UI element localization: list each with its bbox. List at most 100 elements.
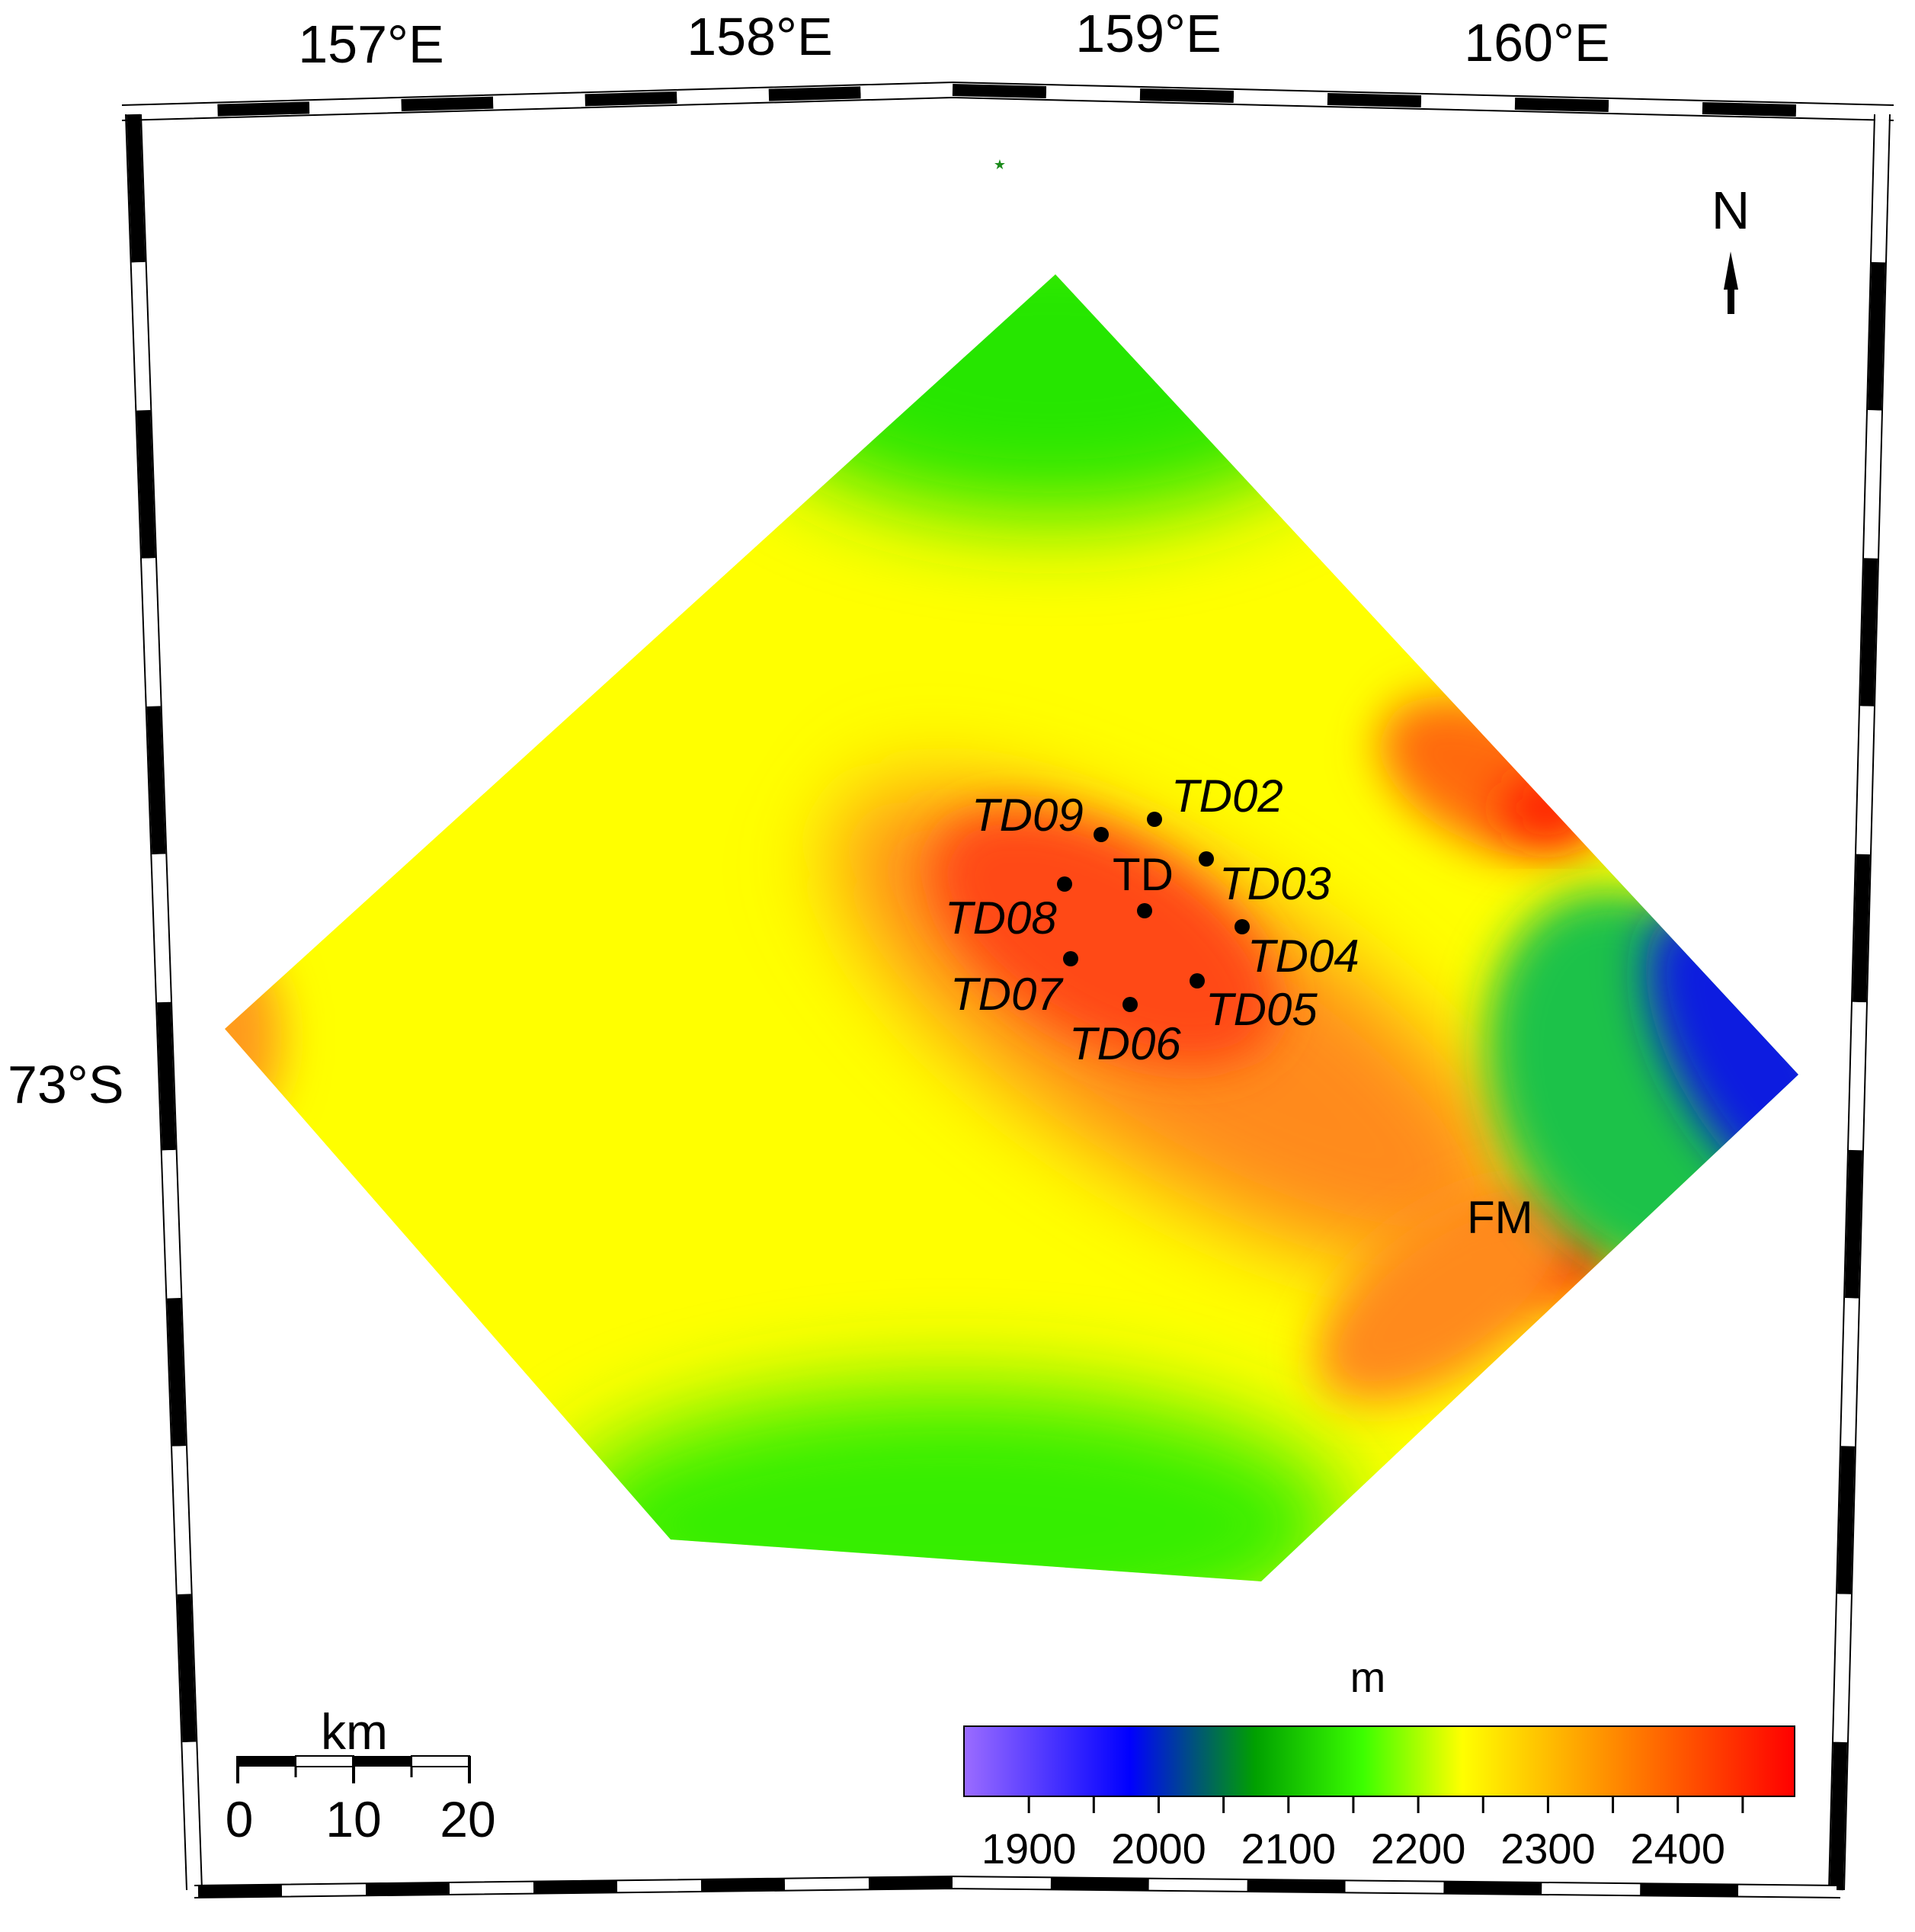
frame-outline — [121, 96, 1894, 121]
frame-tick-segment — [1856, 706, 1874, 855]
frame-tick-segment — [142, 558, 161, 706]
colorbar-tick-label: 2100 — [1241, 1825, 1336, 1873]
map-frame — [121, 81, 1894, 1898]
colorbar-ramp — [963, 1725, 1795, 1797]
frame-tick-segment — [1148, 1878, 1247, 1892]
station-marker — [1137, 903, 1152, 918]
frame-tick-segment — [1233, 91, 1328, 105]
station-marker — [1199, 851, 1214, 867]
frame-tick-segment — [1640, 1883, 1739, 1897]
frame-tick-segment — [217, 101, 310, 117]
stations: TD09 TD02 TD03 TD TD08 TD04 TD07 TD05 TD… — [945, 771, 1533, 1243]
northeast-red-spot — [1501, 777, 1593, 838]
station-marker — [1057, 876, 1072, 892]
frame-tick-segment — [533, 1880, 618, 1894]
frame-tick-segment — [677, 88, 770, 104]
frame-tick-segment — [146, 706, 166, 855]
frame-tick-segment — [768, 86, 861, 101]
station-label-td08: TD08 — [945, 892, 1057, 944]
frame-tick-segment — [1868, 261, 1885, 411]
station-label-td06: TD06 — [1069, 1018, 1181, 1069]
frame-tick-segment — [1795, 104, 1891, 119]
lon-label-157: 157°E — [298, 14, 444, 74]
frame-tick-segment — [1420, 95, 1516, 110]
frame-tick-segment — [584, 91, 677, 107]
station-label-td02: TD02 — [1171, 771, 1283, 822]
frame-tick-segment — [126, 114, 146, 263]
frame-tick-segment — [1864, 410, 1881, 559]
colorbar-tick-label: 2000 — [1111, 1825, 1206, 1873]
station-marker — [1190, 973, 1205, 988]
frame-outline — [1828, 114, 1875, 1891]
central-red-core — [932, 809, 1278, 1066]
frame-tick-segment — [868, 1876, 953, 1890]
north-green-zone — [732, 274, 1372, 518]
station-label-td09: TD09 — [972, 790, 1084, 841]
frame-outline — [194, 1887, 1841, 1898]
frame-tick-segment — [449, 1881, 534, 1895]
frame-tick-segment — [177, 1594, 197, 1743]
frame-tick-segment — [182, 1741, 201, 1891]
lat-label-73s: 73°S — [8, 1055, 124, 1114]
colorbar-unit: m — [1350, 1653, 1386, 1701]
south-green-zone — [556, 1387, 1349, 1581]
west-orange-corner — [225, 945, 282, 1128]
colorbar-tick-label: 2300 — [1500, 1825, 1596, 1873]
frame-tick-segment — [162, 1149, 181, 1299]
frame-tick-segment — [309, 99, 402, 114]
frame-outline — [125, 114, 187, 1891]
lon-label-160: 160°E — [1464, 13, 1609, 72]
colorbar-tick-label: 2200 — [1371, 1825, 1466, 1873]
frame-tick-segment — [172, 1446, 191, 1594]
frame-tick-segment — [125, 104, 218, 119]
station-marker — [1063, 951, 1078, 966]
frame-tick-segment — [1841, 1298, 1859, 1447]
frame-tick-segment — [281, 1883, 367, 1897]
scale-bar-segment — [411, 1755, 470, 1767]
station-label-td07: TD07 — [950, 969, 1064, 1020]
station-marker — [1147, 812, 1162, 827]
colorbar-legend: m 1900 2000 2100 2200 2300 2400 — [963, 1653, 1795, 1873]
lon-label-158: 158°E — [687, 7, 832, 66]
frame-tick-segment — [1046, 86, 1141, 101]
scale-bar-segment — [238, 1756, 296, 1767]
frame-tick-segment — [1514, 98, 1609, 112]
scale-tick-label: 20 — [440, 1791, 495, 1847]
frame-tick-segment — [700, 1878, 786, 1892]
frame-tick-segment — [1833, 1594, 1851, 1743]
frame-tick-segment — [952, 1876, 1051, 1890]
station-label-td: TD — [1113, 849, 1174, 900]
frame-tick-segment — [1853, 854, 1870, 1003]
north-arrow-icon — [1724, 252, 1738, 314]
scale-bar-segment — [354, 1756, 412, 1767]
scale-tick-label: 10 — [325, 1791, 381, 1847]
station-marker — [1094, 827, 1109, 842]
scale-tick-label: 0 — [226, 1791, 254, 1847]
frame-tick-segment — [136, 410, 155, 559]
frame-tick-segment — [1845, 1149, 1862, 1299]
scale-bar: km 0 10 20 — [226, 1703, 496, 1847]
elevation-surface — [225, 274, 1798, 1581]
frame-tick-segment — [1443, 1881, 1542, 1895]
frame-tick-segment — [1327, 93, 1422, 107]
frame-outline — [194, 1875, 1841, 1886]
station-label-td04: TD04 — [1247, 931, 1359, 982]
frame-tick-segment — [167, 1298, 186, 1447]
frame-tick-segment — [1608, 100, 1703, 114]
frame-tick-segment — [1860, 558, 1878, 706]
station-label-td05: TD05 — [1206, 984, 1318, 1035]
lon-label-159: 159°E — [1075, 4, 1221, 63]
frame-outline — [121, 81, 1894, 106]
frame-tick-segment — [952, 84, 1047, 98]
frame-tick-segment — [493, 94, 585, 109]
fm-orange-halo — [1315, 1188, 1580, 1403]
graticule-labels: 157°E 158°E 159°E 160°E 73°S — [8, 4, 1610, 1114]
frame-tick-segment — [152, 854, 171, 1003]
colorbar-tick-label: 2400 — [1630, 1825, 1725, 1873]
frame-tick-segment — [197, 1884, 283, 1898]
frame-tick-segment — [1830, 1741, 1847, 1891]
scale-unit: km — [321, 1703, 388, 1760]
frame-outline — [140, 114, 203, 1891]
north-arrow: N — [1712, 181, 1750, 314]
